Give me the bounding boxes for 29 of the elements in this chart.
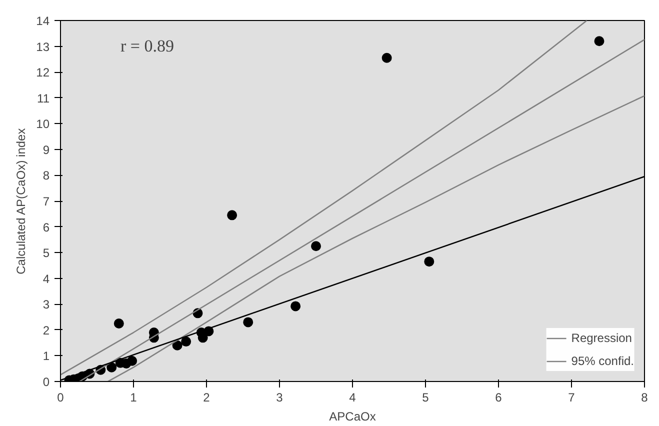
- x-tick-label: 8: [641, 390, 648, 404]
- y-tick-label: 7: [42, 194, 50, 208]
- x-tick-label: 7: [568, 390, 576, 404]
- y-tick-label: 14: [36, 14, 50, 28]
- y-tick-label: 5: [42, 246, 50, 260]
- y-tick-label: 6: [42, 220, 50, 234]
- y-tick-label: 3: [42, 298, 50, 312]
- y-tick-label: 10: [36, 117, 50, 132]
- x-tick-label: 4: [349, 390, 356, 404]
- y-tick-label: 12: [36, 66, 50, 80]
- y-tick-label: 2: [42, 323, 50, 338]
- x-tick-label: 2: [203, 390, 210, 404]
- legend-label: 95% confid.: [571, 354, 634, 368]
- y-tick-label: 4: [42, 272, 50, 286]
- x-tick-label: 5: [422, 390, 430, 404]
- x-tick-label: 0: [57, 390, 64, 404]
- x-tick-label: 3: [276, 390, 284, 404]
- y-tick-label: 1: [42, 349, 50, 364]
- y-axis-title: Calculated AP(CaOx) index: [14, 128, 28, 274]
- legend-label: Regression: [571, 331, 632, 345]
- y-tick-label: 13: [36, 40, 50, 54]
- x-axis-title: APCaOx: [329, 410, 376, 424]
- y-tick-label: 11: [37, 91, 50, 106]
- annotation: r = 0.89: [120, 36, 174, 56]
- x-tick-label: 1: [130, 390, 138, 404]
- y-tick-label: 0: [42, 375, 50, 389]
- y-tick-label: 9: [42, 142, 50, 157]
- y-tick-label: 8: [42, 168, 50, 183]
- x-tick-label: 6: [495, 390, 502, 404]
